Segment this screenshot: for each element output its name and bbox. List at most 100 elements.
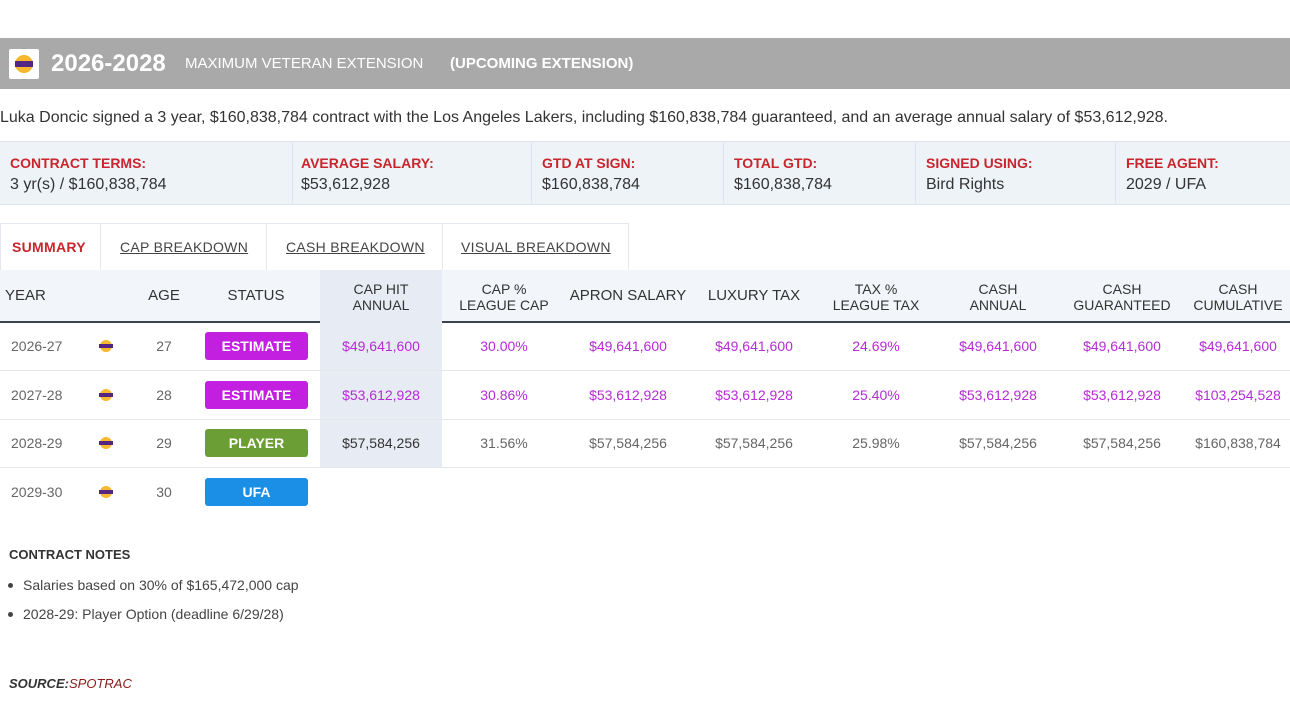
term-value: $160,838,784 bbox=[542, 176, 640, 193]
tab[interactable]: SUMMARY bbox=[12, 239, 86, 255]
term-label: FREE AGENT: bbox=[1126, 155, 1219, 171]
year: 2027-28 bbox=[11, 386, 63, 403]
cell-value: 30.86% bbox=[480, 386, 528, 403]
column-header: GUARANTEED bbox=[1073, 297, 1171, 313]
term-divider bbox=[292, 141, 293, 203]
logo-icon bbox=[15, 55, 33, 73]
team-logo bbox=[9, 49, 39, 79]
row-divider bbox=[0, 418, 1290, 420]
year: 2029-30 bbox=[11, 483, 63, 500]
term-label: SIGNED USING: bbox=[926, 155, 1033, 171]
status-badge: ESTIMATE bbox=[205, 380, 308, 409]
cell-value: 24.69% bbox=[852, 338, 900, 354]
cell-value: $57,584,256 bbox=[342, 435, 420, 451]
age: 27 bbox=[156, 338, 172, 354]
cell-value: $53,612,928 bbox=[959, 386, 1037, 403]
logo-icon bbox=[99, 485, 113, 498]
row-logo bbox=[96, 336, 116, 356]
column-header: CUMULATIVE bbox=[1193, 297, 1283, 313]
summary: Luka Doncic signed a 3 year, $160,838,78… bbox=[0, 109, 1168, 126]
row-divider bbox=[0, 370, 1290, 371]
header-subtitle: (UPCOMING EXTENSION) bbox=[450, 55, 634, 72]
cell-value: $160,838,784 bbox=[1195, 435, 1281, 451]
cell-value: $103,254,528 bbox=[1195, 386, 1281, 403]
row-logo bbox=[96, 433, 116, 453]
column-header: CASH bbox=[978, 281, 1018, 297]
cell-value: 25.40% bbox=[852, 386, 900, 403]
logo-icon bbox=[99, 340, 113, 352]
column-header: CAP % bbox=[481, 281, 527, 297]
term-value: $53,612,928 bbox=[301, 176, 390, 193]
note-bullet bbox=[8, 583, 13, 588]
highlight-column bbox=[320, 270, 442, 467]
term-label: TOTAL GTD: bbox=[734, 155, 818, 171]
term-divider bbox=[531, 141, 532, 203]
status-badge: PLAYER bbox=[205, 429, 308, 457]
source-value[interactable]: SPOTRAC bbox=[69, 676, 132, 691]
note: 2028-29: Player Option (deadline 6/29/28… bbox=[23, 606, 284, 622]
cell-value: $49,641,600 bbox=[1199, 338, 1277, 354]
status-badge: UFA bbox=[205, 477, 308, 506]
status-badge: ESTIMATE bbox=[205, 332, 308, 360]
term-divider bbox=[723, 141, 724, 203]
cell-value: $57,584,256 bbox=[589, 435, 667, 451]
tabs-box bbox=[0, 223, 629, 270]
cell-value: $53,612,928 bbox=[342, 386, 420, 403]
column-header: LEAGUE CAP bbox=[459, 297, 549, 313]
term-label: GTD AT SIGN: bbox=[542, 155, 636, 171]
row-logo bbox=[96, 482, 116, 502]
table-head bbox=[0, 270, 1290, 323]
tab[interactable]: VISUAL BREAKDOWN bbox=[461, 239, 611, 255]
logo-icon bbox=[99, 437, 113, 449]
note-bullet bbox=[8, 612, 13, 617]
cell-value: $53,612,928 bbox=[589, 386, 667, 403]
tab-divider bbox=[442, 223, 443, 270]
cell-value: $49,641,600 bbox=[959, 338, 1037, 354]
cell-value: 30.00% bbox=[480, 338, 528, 354]
term-value: 2029 / UFA bbox=[1126, 176, 1207, 193]
age: 29 bbox=[156, 435, 172, 451]
cell-value: $49,641,600 bbox=[1083, 338, 1161, 354]
tab-divider bbox=[266, 223, 267, 270]
column-header: TAX % bbox=[854, 281, 898, 297]
cell-value: $53,612,928 bbox=[1083, 386, 1161, 403]
tab[interactable]: CASH BREAKDOWN bbox=[286, 239, 425, 255]
cell-value: $57,584,256 bbox=[959, 435, 1037, 451]
term-value: 3 yr(s) / $160,838,784 bbox=[10, 176, 167, 193]
column-header: LUXURY TAX bbox=[707, 287, 801, 304]
term-label: CONTRACT TERMS: bbox=[10, 155, 147, 171]
header-years: 2026-2028 bbox=[51, 50, 166, 77]
column-header: ANNUAL bbox=[969, 297, 1027, 313]
column-header: YEAR bbox=[5, 287, 46, 304]
terms-band bbox=[0, 141, 1290, 205]
age: 28 bbox=[156, 386, 172, 403]
term-value: Bird Rights bbox=[926, 176, 1005, 193]
row-logo bbox=[96, 385, 116, 405]
source-label: SOURCE: bbox=[9, 676, 69, 691]
term-divider bbox=[1115, 141, 1116, 203]
tab[interactable]: CAP BREAKDOWN bbox=[120, 239, 249, 255]
header-bar bbox=[0, 38, 1290, 89]
column-header: CASH bbox=[1218, 281, 1258, 297]
column-header: CAP HIT bbox=[353, 281, 409, 297]
cell-value: $49,641,600 bbox=[342, 338, 420, 354]
column-header: CASH bbox=[1102, 281, 1142, 297]
cell-value: $57,584,256 bbox=[715, 435, 793, 451]
notes-title: CONTRACT NOTES bbox=[9, 547, 131, 562]
age: 30 bbox=[156, 483, 172, 500]
term-value: $160,838,784 bbox=[734, 176, 832, 193]
logo-icon bbox=[99, 388, 113, 401]
cell-value: 25.98% bbox=[852, 435, 900, 451]
column-header: AGE bbox=[148, 287, 180, 304]
term-label: AVERAGE SALARY: bbox=[301, 155, 434, 171]
term-divider bbox=[915, 141, 916, 203]
tab-divider bbox=[100, 223, 101, 270]
cell-value: $49,641,600 bbox=[589, 338, 667, 354]
cell-value: $57,584,256 bbox=[1083, 435, 1161, 451]
column-header: LEAGUE TAX bbox=[832, 297, 920, 313]
year: 2026-27 bbox=[11, 338, 63, 354]
cell-value: $53,612,928 bbox=[715, 386, 793, 403]
cell-value: 31.56% bbox=[480, 435, 528, 451]
column-header: APRON SALARY bbox=[569, 287, 687, 304]
